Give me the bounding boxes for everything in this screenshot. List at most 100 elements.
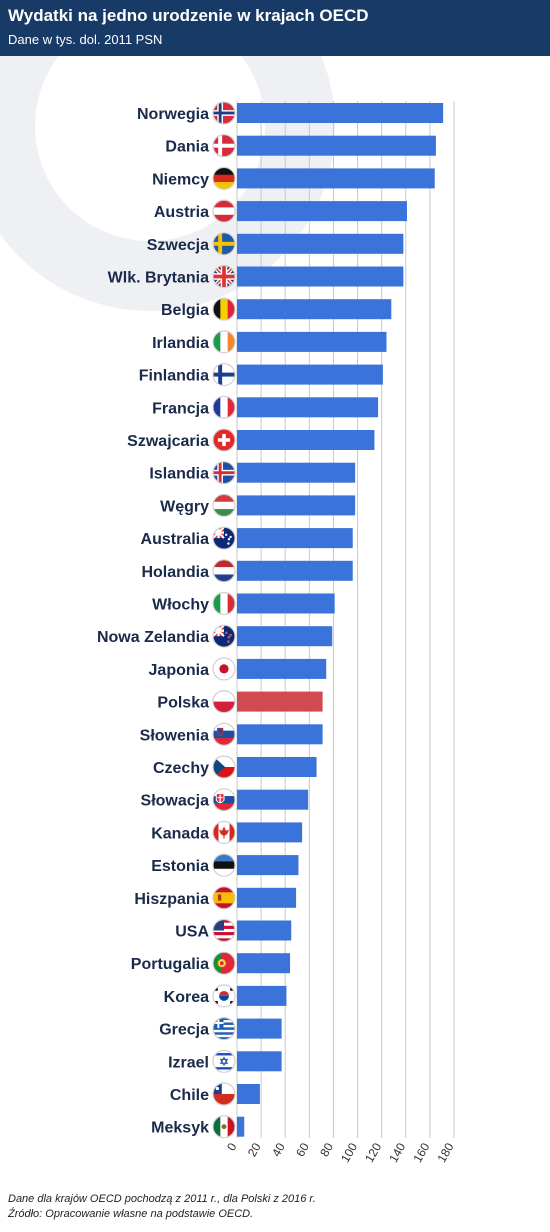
flag-norway-icon <box>213 102 235 124</box>
category-label-niemcy: Niemcy <box>152 171 209 188</box>
flag-ring <box>212 951 236 975</box>
flag-portugal-icon <box>213 952 235 975</box>
bar-kanada <box>237 822 303 843</box>
flag-israel-icon <box>213 1050 235 1073</box>
flag-ring <box>212 101 236 125</box>
bar-korea <box>237 985 287 1006</box>
x-tick-label: 20 <box>245 1140 264 1159</box>
bar-japonia <box>237 658 327 679</box>
bar-grecja <box>237 1018 282 1039</box>
bar-estonia <box>237 855 299 876</box>
bar-norwegia <box>237 103 444 123</box>
category-label-belgia: Belgia <box>161 302 209 319</box>
flag-ring <box>212 820 236 845</box>
flag-ring <box>212 1016 236 1041</box>
category-label-usa: USA <box>175 924 209 941</box>
flag-ring <box>212 428 236 452</box>
bar-finlandia <box>237 364 383 385</box>
flag-ring <box>212 232 236 256</box>
flag-ring <box>212 624 236 648</box>
category-label-francja: Francja <box>152 400 209 417</box>
category-label-wlochy: Włochy <box>152 597 209 614</box>
flag-ring <box>212 395 236 419</box>
bar-slowenia <box>237 724 323 745</box>
category-label-korea: Korea <box>164 989 209 1006</box>
flag-australia-icon <box>213 527 235 550</box>
flag-ring <box>212 559 236 583</box>
category-label-australia: Australia <box>141 531 210 548</box>
x-tick-label: 40 <box>269 1140 288 1159</box>
flag-italy-icon <box>213 592 235 615</box>
flag-ring <box>212 853 236 877</box>
flag-sweden-icon <box>213 232 235 255</box>
category-label-irlandia: Irlandia <box>152 335 209 352</box>
flag-hungary-icon <box>213 494 235 517</box>
bar-chile <box>237 1084 260 1104</box>
x-tick-label: 100 <box>338 1140 360 1165</box>
flag-ireland-icon <box>213 330 235 353</box>
flag-france-icon <box>213 396 235 419</box>
category-label-meksyk: Meksyk <box>151 1120 209 1137</box>
flag-germany-icon <box>213 167 235 190</box>
footnote-source: Źródło: Opracowanie własne na podstawie … <box>8 1208 254 1220</box>
bar-nowa-zelandia <box>237 626 333 647</box>
flag-canada-icon <box>213 821 235 844</box>
category-label-norwegia: Norwegia <box>137 106 209 123</box>
flag-iceland-icon <box>213 461 235 484</box>
bar-australia <box>237 528 353 549</box>
flag-austria-icon <box>213 200 235 223</box>
category-label-finlandia: Finlandia <box>139 368 209 385</box>
category-label-estonia: Estonia <box>151 858 209 875</box>
category-label-wegry: Węgry <box>160 498 209 515</box>
bar-dania <box>237 135 436 156</box>
footnotes: Dane dla krajów OECD pochodzą z 2011 r.,… <box>8 1192 316 1222</box>
category-label-szwecja: Szwecja <box>147 237 209 254</box>
category-label-japonia: Japonia <box>149 662 210 679</box>
bar-niemcy <box>237 168 435 189</box>
bar-wegry <box>237 495 356 516</box>
flag-belgium-icon <box>213 298 235 321</box>
flag-slovakia-icon <box>213 788 235 811</box>
flag-usa-icon <box>213 919 235 942</box>
flag-ring <box>212 134 236 158</box>
flag-ring <box>212 788 236 812</box>
category-label-islandia: Islandia <box>149 466 209 483</box>
flag-ring <box>212 918 236 943</box>
flag-ring <box>212 330 236 354</box>
flag-spain-icon <box>213 886 235 909</box>
flag-ring <box>212 657 236 681</box>
header: Wydatki na jedno urodzenie w krajach OEC… <box>0 0 550 56</box>
category-label-szwajcaria: Szwajcaria <box>127 433 209 450</box>
flag-ring <box>212 461 236 485</box>
flag-ring <box>212 755 236 779</box>
category-label-kanada: Kanada <box>151 825 209 842</box>
flag-ring <box>212 689 236 714</box>
flag-ring <box>212 1082 236 1106</box>
x-tick-label: 80 <box>317 1140 336 1159</box>
flag-finland-icon <box>213 363 235 386</box>
flag-ring <box>212 526 236 550</box>
flag-new-zealand-icon <box>213 625 235 648</box>
category-label-portugalia: Portugalia <box>131 956 209 973</box>
bar-portugalia <box>237 953 291 974</box>
category-label-chile: Chile <box>170 1087 209 1104</box>
category-label-nowa-zelandia: Nowa Zelandia <box>97 629 209 646</box>
category-label-austria: Austria <box>154 204 209 221</box>
flag-japan-icon <box>213 657 235 680</box>
bar-czechy <box>237 757 317 777</box>
flag-ring <box>212 984 236 1008</box>
flag-ring <box>212 1049 236 1073</box>
flag-ring <box>212 886 236 910</box>
bar-irlandia <box>237 331 387 352</box>
flag-chile-icon <box>213 1083 235 1105</box>
bar-usa <box>237 920 292 941</box>
bar-meksyk <box>237 1116 245 1137</box>
flag-uk-icon <box>213 265 235 288</box>
category-label-izrael: Izrael <box>168 1054 209 1071</box>
flag-ring <box>212 199 236 223</box>
category-label-czechy: Czechy <box>153 760 209 777</box>
flag-slovenia-icon <box>213 723 235 746</box>
flag-ring <box>212 363 236 387</box>
x-tick-label: 140 <box>386 1140 408 1165</box>
